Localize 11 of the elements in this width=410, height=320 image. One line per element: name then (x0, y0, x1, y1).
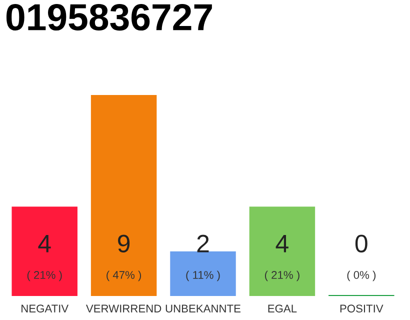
data-label: 9 ( 47% ) (106, 234, 142, 282)
x-tick-label: UNBEKANNTE (166, 304, 240, 312)
x-tick-label: POSITIV (340, 304, 384, 312)
data-label: 4 ( 21% ) (264, 235, 300, 282)
data-label: 0 ( 0% ) (347, 234, 376, 282)
chart-title: 0195836727 (6, 4, 212, 31)
x-tick-label: NEGATIV (22, 304, 69, 312)
data-label: 2 ( 11% ) (186, 234, 220, 282)
x-tick-label: EGAL (268, 304, 297, 312)
x-tick-label: VERWIRREND (86, 304, 162, 312)
data-label: 4 ( 21% ) (27, 235, 62, 282)
